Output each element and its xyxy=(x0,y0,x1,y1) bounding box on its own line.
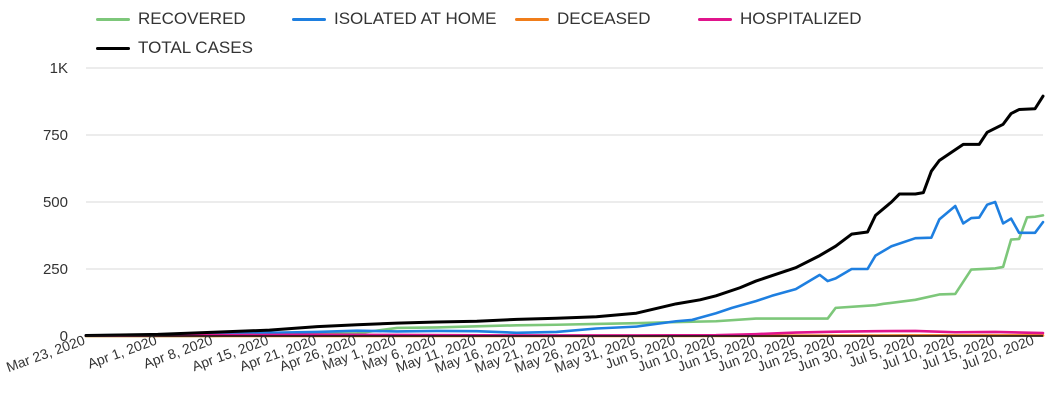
series-line-hospitalized xyxy=(84,329,1045,338)
series-layer xyxy=(84,94,1045,338)
grid-layer xyxy=(86,67,1043,270)
legend-label-total-cases: TOTAL CASES xyxy=(138,38,253,57)
y-tick-label-500: 500 xyxy=(43,194,68,211)
legend-label-hospitalized: HOSPITALIZED xyxy=(740,9,862,28)
legend-item-isolated-at-home: ISOLATED AT HOME xyxy=(292,8,496,30)
legend-swatch-hospitalized xyxy=(698,17,732,21)
legend-swatch-deceased xyxy=(515,17,549,21)
legend-item-recovered: RECOVERED xyxy=(96,8,246,30)
legend-swatch-total-cases xyxy=(96,46,130,50)
series-line-total-cases xyxy=(84,94,1045,337)
legend: RECOVERED ISOLATED AT HOME DECEASED HOSP… xyxy=(0,0,1047,64)
y-tick-label-0: 0 xyxy=(60,328,68,345)
legend-item-deceased: DECEASED xyxy=(515,8,651,30)
x-tick-label-mar-23-2020: Mar 23, 2020 xyxy=(4,332,87,375)
legend-swatch-isolated-at-home xyxy=(292,17,326,21)
series-line-recovered xyxy=(84,214,1045,338)
y-tick-label-750: 750 xyxy=(43,127,68,144)
legend-item-hospitalized: HOSPITALIZED xyxy=(698,8,862,30)
legend-label-recovered: RECOVERED xyxy=(138,9,246,28)
legend-label-deceased: DECEASED xyxy=(557,9,651,28)
legend-item-total-cases: TOTAL CASES xyxy=(96,37,253,59)
y-tick-label-1k: 1K xyxy=(50,60,68,77)
y-tick-label-250: 250 xyxy=(43,261,68,278)
series-line-isolated-at-home xyxy=(84,200,1045,337)
legend-swatch-recovered xyxy=(96,17,130,21)
legend-label-isolated-at-home: ISOLATED AT HOME xyxy=(334,9,497,28)
